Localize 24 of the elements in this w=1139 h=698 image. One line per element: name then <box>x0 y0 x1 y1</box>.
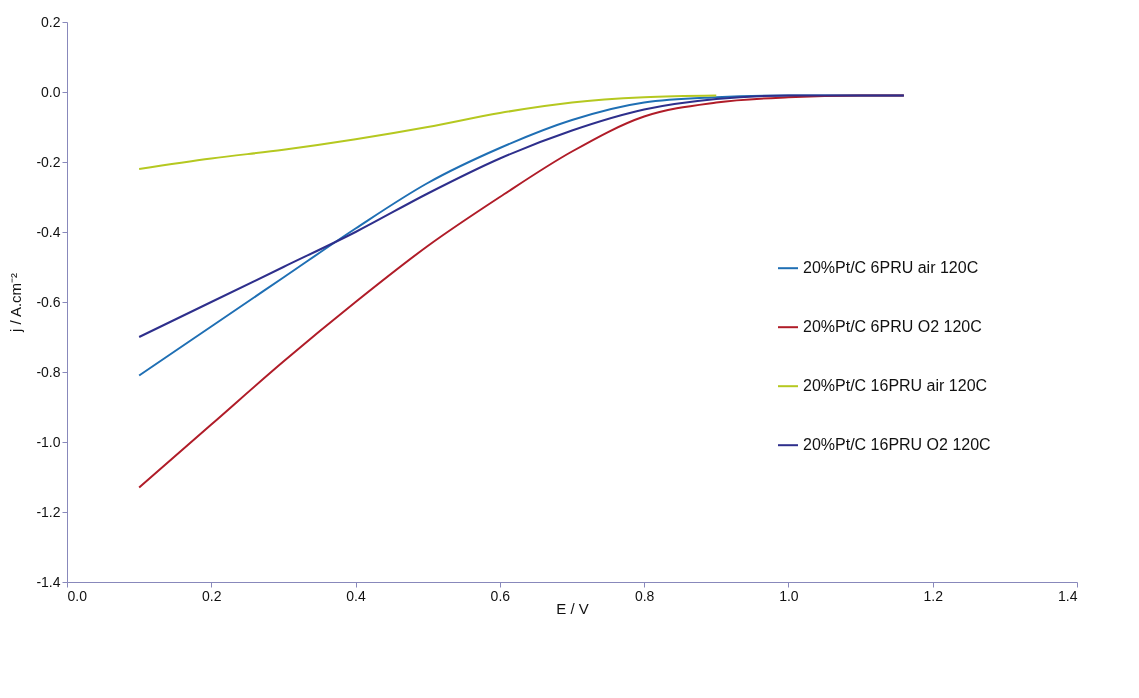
y-tick-label: -0.6 <box>36 293 61 310</box>
x-tick-label: 0.6 <box>490 587 511 604</box>
x-tick-label: 1.4 <box>1058 587 1078 604</box>
y-tick-label: -0.4 <box>36 223 61 240</box>
x-tick-label: 0.8 <box>634 587 655 604</box>
y-tick-label: -1.2 <box>36 503 61 520</box>
x-tick-label: 1.2 <box>923 587 944 604</box>
x-tick-label: 0.4 <box>346 587 367 604</box>
y-tick-label: -0.2 <box>36 153 61 170</box>
legend-label: 20%Pt/C 16PRU air 120C <box>803 377 988 395</box>
y-tick-label: -1.4 <box>36 573 61 590</box>
line-series <box>138 94 718 170</box>
y-axis-title: j / A.cm⁻² <box>7 272 25 334</box>
y-tick-label: -0.8 <box>36 363 61 380</box>
x-tick-label: 0.0 <box>67 587 88 604</box>
y-tick-label: 0.2 <box>41 13 61 30</box>
x-tick-label: 1.0 <box>779 587 799 604</box>
x-tick-label: 0.2 <box>202 587 222 604</box>
x-axis-title: E / V <box>556 599 589 617</box>
legend-label: 20%Pt/C 16PRU O2 120C <box>803 436 991 454</box>
legend-label: 20%Pt/C 6PRU O2 120C <box>803 318 982 336</box>
y-tick-label: 0.0 <box>41 83 61 100</box>
y-tick-label: -1.0 <box>36 433 61 450</box>
legend-label: 20%Pt/C 6PRU air 120C <box>803 259 979 277</box>
